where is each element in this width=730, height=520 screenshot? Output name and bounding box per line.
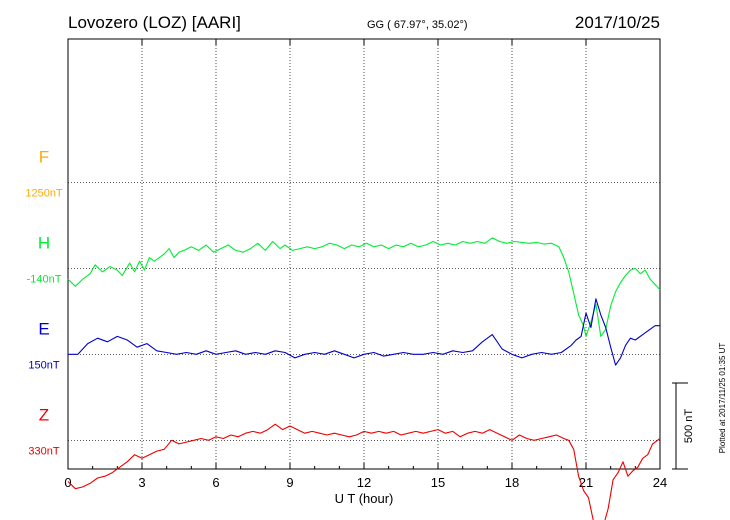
- plot-frame: [67, 38, 661, 470]
- x-tick-label-18: 18: [505, 475, 519, 490]
- plot-grid: [68, 39, 660, 469]
- scale-bar: 500 nT: [672, 382, 695, 470]
- x-tick-label-6: 6: [212, 475, 219, 490]
- x-tick-label-3: 3: [138, 475, 145, 490]
- component-name-E: E: [38, 319, 49, 338]
- x-tick-label-12: 12: [357, 475, 371, 490]
- x-tick-label-0: 0: [64, 475, 71, 490]
- x-axis-ticks: 0 3 6 9 12 15 18 21 24: [64, 39, 667, 490]
- component-labels: F 1250nT H -140nT E 150nT Z 330nT: [25, 147, 63, 457]
- component-baseline-Z: 330nT: [28, 445, 59, 457]
- x-axis-title: U T (hour): [335, 491, 394, 506]
- component-baseline-F: 1250nT: [25, 187, 63, 199]
- component-name-F: F: [39, 147, 49, 166]
- x-tick-label-15: 15: [431, 475, 445, 490]
- component-baseline-H: -140nT: [27, 273, 62, 285]
- station-coords: GG ( 67.97°, 35.02°): [367, 19, 468, 31]
- x-tick-label-24: 24: [653, 475, 667, 490]
- series-line-E: [68, 298, 660, 366]
- component-name-Z: Z: [39, 405, 49, 424]
- series-lines: [67, 237, 661, 520]
- series-line-H: [67, 237, 661, 337]
- series-line-Z: [67, 423, 661, 520]
- chart-date: 2017/10/25: [575, 13, 660, 32]
- scale-bar-label: 500 nT: [683, 409, 695, 444]
- component-baseline-E: 150nT: [28, 359, 59, 371]
- component-name-H: H: [38, 233, 50, 252]
- station-title: Lovozero (LOZ) [AARI]: [68, 13, 241, 32]
- x-tick-label-9: 9: [286, 475, 293, 490]
- plotted-note: Plotted at 2017/11/25 01:35 UT: [718, 343, 727, 454]
